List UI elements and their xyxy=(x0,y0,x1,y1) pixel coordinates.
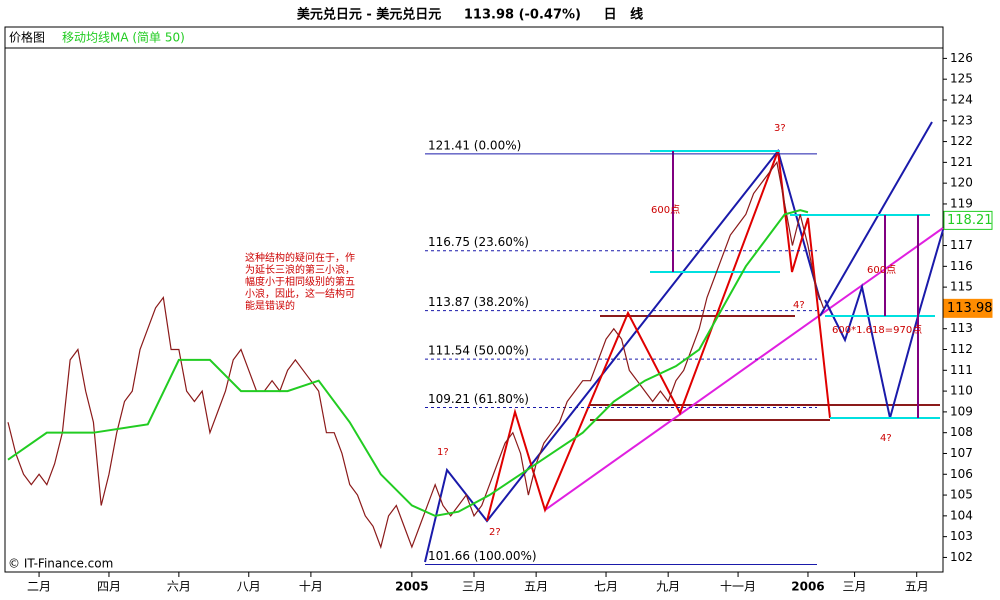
x-tick-label: 十一月 xyxy=(720,580,756,594)
y-tick-label: 106 xyxy=(950,467,973,481)
x-tick-label: 九月 xyxy=(656,580,680,594)
wave-line xyxy=(486,150,831,522)
y-tick-label: 116 xyxy=(950,259,973,273)
y-tick-label: 109 xyxy=(950,404,973,418)
y-tick-label: 123 xyxy=(950,113,973,127)
x-tick-label: 五月 xyxy=(905,580,929,594)
fib-label: 116.75 (23.60%) xyxy=(428,235,529,249)
y-tick-label: 121 xyxy=(950,155,973,169)
fib-label: 113.87 (38.20%) xyxy=(428,295,529,309)
y-tick-label: 122 xyxy=(950,134,973,148)
series-line xyxy=(7,160,825,550)
copyright: © IT-Finance.com xyxy=(8,557,113,571)
y-tick-label: 124 xyxy=(950,92,973,106)
y-tick-label: 126 xyxy=(950,51,973,65)
x-tick-label: 六月 xyxy=(167,580,191,594)
x-tick-label: 三月 xyxy=(843,580,867,594)
x-tick-label: 八月 xyxy=(237,580,261,594)
y-tick-label: 115 xyxy=(950,280,973,294)
note: 这种结构的疑问在于，作 xyxy=(245,251,355,264)
wave-label: 2? xyxy=(489,527,501,538)
y-tick-label: 120 xyxy=(950,176,973,190)
y-tick-label: 112 xyxy=(950,342,973,356)
note: 能是错误的 xyxy=(245,299,295,312)
series-line xyxy=(7,209,809,517)
fib-label: 121.41 (0.00%) xyxy=(428,138,521,152)
note: 幅度小于相同级别的第五 xyxy=(245,275,355,288)
y-tick-label: 104 xyxy=(950,508,973,522)
fib-label: 111.54 (50.00%) xyxy=(428,344,529,358)
trend-line xyxy=(544,227,944,511)
wave-label: 4? xyxy=(793,300,805,311)
x-tick-label: 四月 xyxy=(97,580,121,594)
points-label: 600点 xyxy=(651,204,680,216)
wave-line xyxy=(819,121,933,317)
chart-title: 美元兑日元 - 美元兑日元 113.98 (-0.47%) 日 线 xyxy=(297,7,643,23)
target-label: 600*1.618=970点 xyxy=(832,324,922,336)
panel-label: 价格图 xyxy=(9,30,45,45)
note: 为延长三浪的第三小浪， xyxy=(245,263,355,276)
y-tick-label: 110 xyxy=(950,384,973,398)
fib-label: 109.21 (61.80%) xyxy=(428,392,529,406)
x-tick-label: 十月 xyxy=(299,580,323,594)
price-tag xyxy=(943,298,993,318)
x-tick-label: 2005 xyxy=(395,580,428,594)
x-tick-label: 七月 xyxy=(594,580,618,594)
y-tick-label: 103 xyxy=(950,529,973,543)
y-tick-label: 105 xyxy=(950,488,973,502)
y-tick-label: 113 xyxy=(950,321,973,335)
note: 小浪，因此，这一结构可 xyxy=(245,287,355,300)
wave-label: 3? xyxy=(774,123,786,134)
price-tag-label: 113.98 xyxy=(947,301,993,316)
legend-entry: 移动均线MA (简单 50) xyxy=(62,31,185,45)
fib-label: 101.66 (100.00%) xyxy=(428,549,537,563)
x-tick-label: 二月 xyxy=(27,580,51,594)
y-tick-label: 102 xyxy=(950,550,973,564)
y-tick-label: 108 xyxy=(950,425,973,439)
y-tick-label: 125 xyxy=(950,72,973,86)
wave-drawings xyxy=(424,121,944,563)
y-tick-label: 119 xyxy=(950,196,973,210)
price-tag xyxy=(943,210,993,230)
wave-label: 1? xyxy=(437,447,449,458)
wave-label: 4? xyxy=(880,433,892,444)
y-tick-label: 107 xyxy=(950,446,973,460)
x-tick-label: 2006 xyxy=(791,580,824,594)
x-tick-label: 五月 xyxy=(524,580,548,594)
points-label: 600点 xyxy=(867,264,896,276)
x-tick-label: 三月 xyxy=(462,580,486,594)
wave-line xyxy=(824,229,944,419)
y-tick-label: 117 xyxy=(950,238,973,252)
price-tag-label: 118.21 xyxy=(947,213,993,228)
y-tick-label: 111 xyxy=(950,363,973,377)
